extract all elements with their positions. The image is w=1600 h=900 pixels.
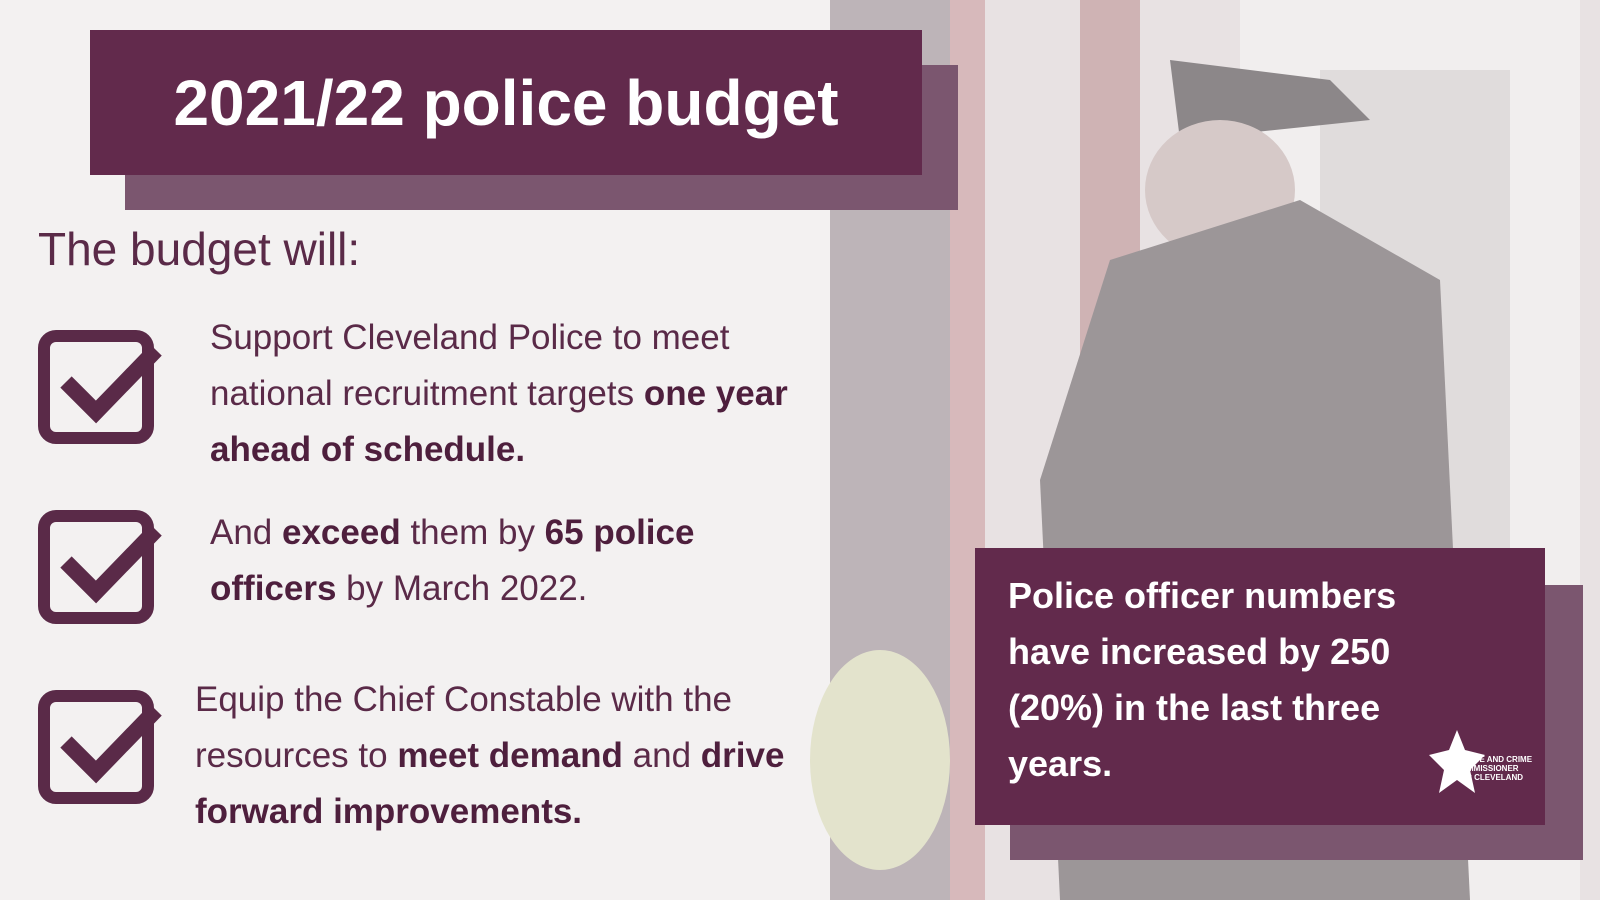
checkbox-icon xyxy=(38,330,163,450)
title-banner: 2021/22 police budget xyxy=(90,30,922,175)
title: 2021/22 police budget xyxy=(173,66,839,139)
text: them by xyxy=(400,513,545,552)
bold-text: 65 police officers xyxy=(210,513,695,608)
logo: POLICE AND CRIME COMMISSIONER FOR CLEVELAN… xyxy=(1455,755,1532,782)
check-svg xyxy=(38,330,162,444)
item-text: Equip the Chief Constable with the resou… xyxy=(195,672,795,840)
check-svg xyxy=(38,510,162,624)
text: Equip the Chief Constable with the resou… xyxy=(195,680,732,775)
logo-line: COMMISSIONER xyxy=(1455,764,1519,773)
text: Support Cleveland Police to meet nationa… xyxy=(210,318,730,413)
text: And xyxy=(210,513,282,552)
logo-line: FOR CLEVELAND xyxy=(1455,773,1523,782)
callout-text: Police officer numbers have increased by… xyxy=(1008,575,1397,784)
checkbox-icon xyxy=(38,690,163,810)
bold-text: meet demand xyxy=(397,736,623,775)
item-text: Support Cleveland Police to meet nationa… xyxy=(210,310,810,478)
logo-line: POLICE AND CRIME xyxy=(1455,755,1533,764)
text: and xyxy=(622,736,701,775)
checkbox-icon xyxy=(38,510,163,630)
text: by March 2022. xyxy=(336,569,588,608)
check-svg xyxy=(38,690,162,804)
bold-text: drive forward improvements. xyxy=(195,736,785,831)
bold-text: exceed xyxy=(282,513,401,552)
bold-text: one year ahead of schedule. xyxy=(210,374,788,469)
item-text: And exceed them by 65 police officers by… xyxy=(210,505,810,617)
intro: The budget will: xyxy=(38,223,361,275)
logo-emblem xyxy=(1429,730,1485,793)
